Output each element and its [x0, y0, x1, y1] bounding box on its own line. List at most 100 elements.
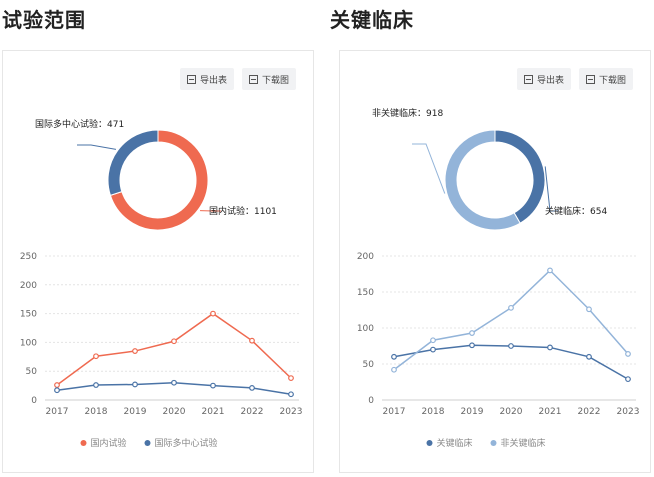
- x-tick-label: 2023: [617, 407, 640, 417]
- series-line-非关键临床: [393, 269, 629, 371]
- line-chart: 0 50 100 150 200 2017 2018 2019 2020 2021 2022 2023: [357, 252, 640, 417]
- x-tick-label: 2017: [46, 407, 69, 417]
- y-tick-label: 200: [357, 252, 374, 262]
- data-point: [288, 391, 294, 398]
- data-point: [469, 342, 475, 349]
- data-point: [469, 330, 475, 336]
- legend-marker-国内试验: [80, 440, 87, 446]
- series-line-国内试验: [56, 312, 292, 386]
- section-title-trial-scope: 试验范围: [2, 8, 86, 32]
- series-line-关键临床: [393, 344, 629, 380]
- donut-callout-line: [544, 166, 558, 212]
- x-tick-label: 2018: [422, 407, 445, 417]
- data-point: [249, 337, 255, 344]
- x-tick-label: 2019: [124, 407, 147, 417]
- chart-legend: 国内试验 国际多中心试验: [80, 437, 218, 449]
- table-icon: [523, 74, 533, 84]
- legend-label-关键临床: 关键临床: [437, 437, 473, 449]
- data-point: [210, 310, 216, 317]
- export-table-label: 导出表: [536, 75, 564, 86]
- data-point: [171, 379, 177, 386]
- download-chart-label: 下载图: [261, 75, 289, 86]
- donut-callout-line: [77, 144, 117, 150]
- trial-scope-panel: 导出表 下载图 国内试验：1101 国际多中心试验：471 0 50 100 150 20…: [2, 50, 314, 473]
- table-icon: [186, 74, 196, 84]
- data-point: [586, 306, 592, 313]
- donut-label-国内试验: 国内试验：1101: [209, 205, 277, 217]
- data-point: [586, 353, 592, 360]
- legend-marker-国际多中心试验: [144, 440, 151, 446]
- x-tick-label: 2018: [85, 407, 108, 417]
- trial-scope-charts: 国内试验：1101 国际多中心试验：471 0 50 100 150 200 250 2017…: [20, 118, 303, 449]
- data-point: [288, 375, 294, 382]
- download-chart-button[interactable]: 下载图: [241, 68, 296, 90]
- x-tick-label: 2020: [500, 407, 523, 417]
- y-tick-label: 0: [31, 396, 37, 406]
- donut-chart: 关键临床：654 非关键临床：918: [372, 107, 607, 231]
- y-tick-label: 250: [20, 252, 37, 262]
- key-clinical-panel: 导出表 下载图 关键临床：654 非关键临床：918 0 50 100 150 200 20…: [339, 50, 651, 473]
- y-tick-label: 150: [20, 310, 37, 320]
- download-chart-label: 下载图: [598, 75, 626, 86]
- data-point: [625, 376, 631, 383]
- data-point: [93, 382, 99, 388]
- image-icon: [585, 74, 595, 84]
- donut-slice-国内试验: [109, 129, 209, 231]
- data-point: [132, 381, 138, 388]
- export-table-label: 导出表: [199, 75, 227, 86]
- export-table-button[interactable]: 导出表: [516, 68, 571, 90]
- data-point: [430, 346, 436, 353]
- x-tick-label: 2021: [539, 407, 562, 417]
- legend-label-非关键临床: 非关键临床: [501, 437, 546, 449]
- x-tick-label: 2019: [461, 407, 484, 417]
- panel-toolbar: 导出表 下载图: [179, 68, 296, 90]
- data-point: [132, 348, 138, 354]
- donut-slice-关键临床: [494, 129, 546, 224]
- data-point: [54, 382, 60, 388]
- donut-slice-国际多中心试验: [107, 129, 159, 196]
- donut-label-国际多中心试验: 国际多中心试验：471: [35, 118, 124, 130]
- data-point: [54, 387, 60, 394]
- donut-callout-line: [412, 143, 446, 194]
- legend-label-国际多中心试验: 国际多中心试验: [155, 437, 218, 449]
- y-tick-label: 50: [26, 367, 38, 377]
- x-tick-label: 2017: [383, 407, 406, 417]
- data-point: [508, 343, 514, 349]
- x-tick-label: 2022: [578, 407, 601, 417]
- key-clinical-charts: 关键临床：654 非关键临床：918 0 50 100 150 200 2017 2018 20…: [357, 107, 640, 449]
- donut-chart: 国内试验：1101 国际多中心试验：471: [35, 118, 277, 231]
- y-tick-label: 50: [363, 360, 375, 370]
- data-point: [508, 304, 514, 311]
- image-icon: [248, 74, 258, 84]
- data-point: [249, 385, 255, 391]
- data-point: [391, 366, 397, 373]
- data-point: [93, 353, 99, 360]
- data-point: [430, 337, 436, 344]
- data-point: [547, 344, 553, 351]
- chart-legend: 关键临床 非关键临床: [426, 437, 546, 449]
- line-chart: 0 50 100 150 200 250 2017 2018 2019 2020 2021 2022 2…: [20, 252, 303, 417]
- y-tick-label: 100: [357, 324, 374, 334]
- y-tick-label: 150: [357, 288, 374, 298]
- y-tick-label: 100: [20, 338, 37, 348]
- donut-slice-非关键临床: [444, 129, 521, 231]
- donut-label-关键临床: 关键临床：654: [545, 205, 607, 217]
- x-tick-label: 2021: [202, 407, 225, 417]
- data-point: [210, 382, 216, 389]
- legend-marker-关键临床: [426, 440, 433, 446]
- panel-toolbar: 导出表 下载图: [516, 68, 633, 90]
- data-point: [547, 267, 553, 274]
- y-tick-label: 200: [20, 281, 37, 291]
- legend-marker-非关键临床: [490, 440, 497, 446]
- x-tick-label: 2020: [163, 407, 186, 417]
- x-tick-label: 2023: [280, 407, 303, 417]
- donut-label-非关键临床: 非关键临床：918: [372, 107, 443, 119]
- data-point: [625, 351, 631, 357]
- x-tick-label: 2022: [241, 407, 264, 417]
- data-point: [171, 338, 177, 345]
- y-tick-label: 0: [368, 396, 374, 406]
- export-table-button[interactable]: 导出表: [179, 68, 234, 90]
- download-chart-button[interactable]: 下载图: [578, 68, 633, 90]
- data-point: [391, 353, 397, 360]
- section-title-key-clinical: 关键临床: [330, 8, 414, 32]
